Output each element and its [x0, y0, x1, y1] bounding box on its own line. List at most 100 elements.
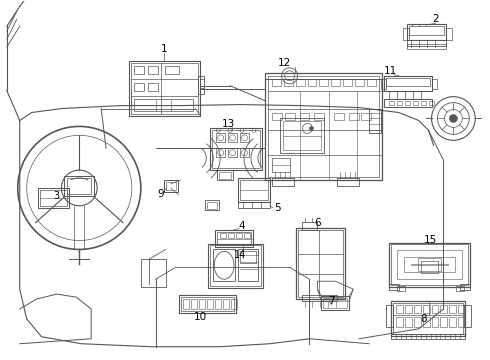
Bar: [38, 188, 70, 208]
Bar: [220, 233, 226, 238]
Bar: [441, 317, 447, 327]
Bar: [409, 26, 444, 35]
Circle shape: [310, 126, 314, 130]
Bar: [414, 305, 420, 313]
Text: 1: 1: [160, 44, 167, 54]
Bar: [198, 76, 204, 94]
Bar: [228, 133, 237, 142]
Bar: [319, 79, 328, 86]
Bar: [40, 190, 68, 206]
Bar: [265, 73, 382, 180]
Bar: [449, 305, 456, 313]
Bar: [295, 79, 305, 86]
Bar: [381, 79, 386, 89]
Bar: [405, 317, 412, 327]
Bar: [393, 303, 464, 334]
Text: 9: 9: [157, 189, 164, 199]
Bar: [337, 178, 359, 186]
Bar: [420, 100, 426, 105]
Text: 2: 2: [432, 14, 439, 24]
Bar: [240, 180, 268, 200]
Bar: [280, 118, 324, 153]
Bar: [295, 228, 345, 299]
Bar: [183, 299, 190, 309]
Bar: [64, 176, 94, 196]
Bar: [166, 182, 175, 190]
Bar: [228, 148, 237, 157]
Bar: [148, 83, 158, 91]
Bar: [148, 66, 158, 74]
Bar: [285, 113, 294, 121]
Bar: [446, 28, 452, 40]
Bar: [180, 297, 234, 311]
Bar: [456, 286, 465, 291]
Bar: [432, 79, 437, 89]
Bar: [386, 78, 430, 86]
Bar: [238, 249, 258, 281]
Text: 12: 12: [278, 58, 292, 68]
Text: 13: 13: [221, 120, 235, 130]
Bar: [268, 76, 379, 177]
Bar: [164, 180, 177, 192]
Bar: [129, 61, 200, 116]
Bar: [422, 317, 430, 327]
Bar: [217, 170, 233, 180]
Bar: [407, 40, 446, 46]
Text: 14: 14: [234, 251, 246, 260]
Bar: [355, 79, 364, 86]
Bar: [411, 264, 448, 265]
Bar: [441, 305, 447, 313]
Bar: [207, 202, 217, 209]
Bar: [228, 233, 234, 238]
Bar: [429, 100, 434, 105]
Bar: [272, 113, 282, 121]
Bar: [422, 305, 430, 313]
Bar: [384, 76, 432, 91]
Bar: [391, 334, 466, 339]
Bar: [219, 172, 231, 179]
Text: 7: 7: [328, 296, 335, 306]
Bar: [397, 286, 405, 291]
Bar: [217, 231, 251, 246]
Bar: [299, 113, 310, 121]
Bar: [367, 79, 376, 86]
Bar: [389, 284, 399, 290]
Bar: [199, 299, 205, 309]
Text: 6: 6: [314, 218, 321, 228]
Bar: [205, 200, 219, 210]
Text: 3: 3: [53, 191, 59, 201]
Bar: [391, 244, 468, 285]
Bar: [386, 305, 393, 327]
Text: 10: 10: [194, 312, 207, 322]
Bar: [265, 73, 382, 79]
Bar: [396, 305, 403, 313]
Bar: [210, 246, 261, 286]
Text: 4: 4: [239, 221, 245, 231]
Bar: [465, 305, 471, 327]
Bar: [134, 66, 144, 74]
Bar: [301, 295, 337, 301]
Text: 15: 15: [424, 234, 437, 244]
Bar: [414, 317, 420, 327]
Text: 5: 5: [274, 203, 281, 213]
Bar: [301, 222, 318, 230]
Bar: [212, 130, 260, 168]
Bar: [331, 79, 340, 86]
Bar: [458, 317, 466, 327]
Bar: [272, 158, 290, 172]
Text: 8: 8: [420, 314, 427, 324]
Bar: [216, 133, 225, 142]
Bar: [238, 178, 270, 202]
Bar: [349, 113, 359, 121]
Bar: [361, 113, 371, 121]
Bar: [343, 79, 352, 86]
Bar: [216, 148, 225, 157]
Bar: [404, 257, 455, 272]
Bar: [397, 251, 462, 279]
Bar: [165, 66, 178, 74]
Bar: [405, 305, 412, 313]
Bar: [215, 230, 253, 247]
Bar: [432, 317, 439, 327]
Bar: [369, 109, 381, 133]
Bar: [244, 233, 250, 238]
